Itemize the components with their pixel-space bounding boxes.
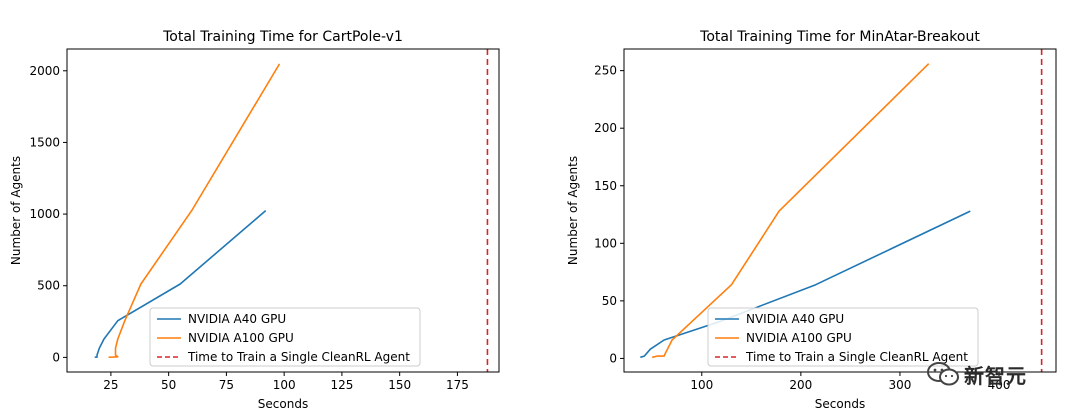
series-line-1 <box>640 210 971 359</box>
legend-box <box>707 307 979 367</box>
x-tick-label: 175 <box>446 378 469 392</box>
series-line-2 <box>652 63 930 359</box>
x-tick-label: 125 <box>330 378 353 392</box>
x-tick-label: 50 <box>161 378 176 392</box>
y-tick-label: 0 <box>52 350 60 364</box>
watermark-text: 新智元 <box>964 363 1027 388</box>
legend-label: NVIDIA A100 GPU <box>188 331 294 345</box>
x-axis-label: Seconds <box>815 397 865 411</box>
y-tick-label: 1500 <box>29 135 60 149</box>
legend: NVIDIA A40 GPU NVIDIA A100 GPU Time to Tra… <box>149 307 421 367</box>
y-axis-label: Number of Agents <box>566 156 580 265</box>
x-tick-label: 300 <box>888 378 911 392</box>
x-axis-label: Seconds <box>258 397 308 411</box>
legend-label: NVIDIA A100 GPU <box>746 331 852 345</box>
plot-frame <box>66 48 500 373</box>
legend-label: NVIDIA A40 GPU <box>188 312 286 326</box>
y-tick-label: 500 <box>37 279 60 293</box>
y-tick-label: 150 <box>594 179 617 193</box>
legend-box <box>149 307 421 367</box>
series-line-1 <box>94 209 267 358</box>
legend-label: Time to Train a Single CleanRL Agent <box>745 350 968 364</box>
y-tick-label: 250 <box>594 64 617 78</box>
y-tick-label: 2000 <box>29 64 60 78</box>
y-tick-label: 200 <box>594 121 617 135</box>
y-tick-label: 1000 <box>29 207 60 221</box>
x-tick-label: 100 <box>273 378 296 392</box>
y-axis-label: Number of Agents <box>9 156 23 265</box>
chart-1: Total Training Time for CartPole-v1 Secon… <box>9 29 500 411</box>
x-tick-label: 150 <box>388 378 411 392</box>
x-tick-label: 75 <box>219 378 234 392</box>
legend-label: Time to Train a Single CleanRL Agent <box>187 350 410 364</box>
watermark: 新智元 <box>926 356 1027 392</box>
wechat-logo-icon <box>927 362 959 386</box>
x-tick-label: 200 <box>789 378 812 392</box>
x-tick-label: 25 <box>103 378 118 392</box>
chart-title: Total Training Time for CartPole-v1 <box>162 29 403 45</box>
plot-frame <box>623 48 1057 373</box>
chart-2: Total Training Time for MinAtar-Breakout… <box>566 29 1057 411</box>
y-tick-label: 100 <box>594 236 617 250</box>
y-tick-label: 50 <box>602 294 617 308</box>
legend: NVIDIA A40 GPU NVIDIA A100 GPU Time to Tra… <box>707 307 979 367</box>
chart-title: Total Training Time for MinAtar-Breakout <box>699 29 980 45</box>
legend-label: NVIDIA A40 GPU <box>746 312 844 326</box>
x-tick-label: 100 <box>690 378 713 392</box>
x-tick-label: 400 <box>988 378 1011 392</box>
y-tick-label: 0 <box>609 351 617 365</box>
series-line-2 <box>108 63 281 358</box>
